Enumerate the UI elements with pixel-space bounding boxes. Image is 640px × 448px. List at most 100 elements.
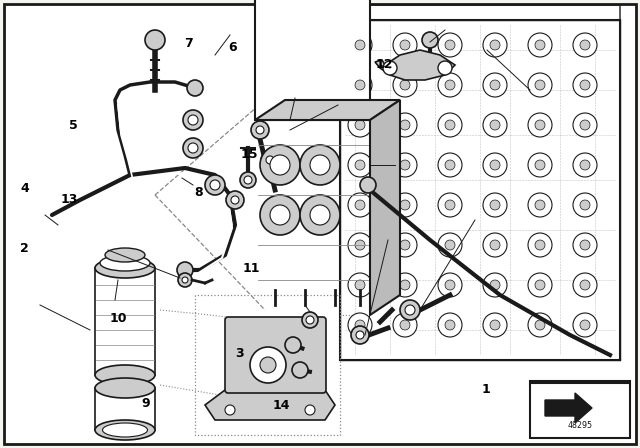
- Circle shape: [182, 277, 188, 283]
- Circle shape: [490, 280, 500, 290]
- Circle shape: [183, 138, 203, 158]
- Circle shape: [225, 405, 235, 415]
- Circle shape: [348, 193, 372, 217]
- Circle shape: [490, 40, 500, 50]
- Circle shape: [580, 160, 590, 170]
- Circle shape: [183, 110, 203, 130]
- Circle shape: [580, 280, 590, 290]
- Circle shape: [400, 160, 410, 170]
- Circle shape: [535, 120, 545, 130]
- Circle shape: [490, 80, 500, 90]
- Circle shape: [302, 312, 318, 328]
- Circle shape: [405, 305, 415, 315]
- Circle shape: [573, 153, 597, 177]
- Ellipse shape: [105, 248, 145, 262]
- Text: 48295: 48295: [568, 421, 593, 430]
- Circle shape: [438, 313, 462, 337]
- Circle shape: [445, 280, 455, 290]
- Polygon shape: [370, 100, 400, 315]
- Polygon shape: [95, 268, 155, 375]
- Circle shape: [400, 200, 410, 210]
- Circle shape: [483, 313, 507, 337]
- Text: 7: 7: [184, 37, 193, 51]
- Circle shape: [351, 326, 369, 344]
- Circle shape: [145, 30, 165, 50]
- Text: 15: 15: [241, 148, 259, 161]
- Circle shape: [528, 33, 552, 57]
- Text: 1: 1: [482, 383, 491, 396]
- Circle shape: [178, 273, 192, 287]
- Circle shape: [356, 331, 364, 339]
- Circle shape: [300, 145, 340, 185]
- Circle shape: [260, 357, 276, 373]
- Circle shape: [360, 177, 376, 193]
- Circle shape: [483, 193, 507, 217]
- Circle shape: [400, 120, 410, 130]
- Circle shape: [445, 320, 455, 330]
- Ellipse shape: [95, 365, 155, 385]
- Circle shape: [573, 313, 597, 337]
- Polygon shape: [545, 393, 592, 423]
- Circle shape: [483, 233, 507, 257]
- Circle shape: [490, 320, 500, 330]
- Circle shape: [260, 145, 300, 185]
- Bar: [255, 0, 370, 120]
- Text: 14: 14: [273, 399, 291, 412]
- Circle shape: [393, 233, 417, 257]
- Circle shape: [355, 320, 365, 330]
- Text: 8: 8: [194, 186, 203, 199]
- Circle shape: [292, 362, 308, 378]
- Circle shape: [400, 320, 410, 330]
- Circle shape: [580, 80, 590, 90]
- Circle shape: [355, 80, 365, 90]
- Circle shape: [393, 153, 417, 177]
- Circle shape: [573, 233, 597, 257]
- Circle shape: [285, 337, 301, 353]
- Circle shape: [535, 280, 545, 290]
- Circle shape: [483, 273, 507, 297]
- Text: 9: 9: [141, 396, 150, 410]
- Circle shape: [438, 61, 452, 75]
- Circle shape: [348, 73, 372, 97]
- Text: 4: 4: [20, 181, 29, 195]
- Circle shape: [438, 153, 462, 177]
- Circle shape: [528, 73, 552, 97]
- FancyBboxPatch shape: [225, 317, 326, 393]
- Polygon shape: [255, 100, 400, 120]
- Circle shape: [305, 405, 315, 415]
- Circle shape: [188, 143, 198, 153]
- Circle shape: [250, 347, 286, 383]
- Circle shape: [528, 153, 552, 177]
- Ellipse shape: [95, 420, 155, 440]
- Text: 2: 2: [20, 242, 29, 255]
- Circle shape: [528, 113, 552, 137]
- Circle shape: [348, 233, 372, 257]
- Circle shape: [580, 120, 590, 130]
- Ellipse shape: [95, 258, 155, 278]
- Circle shape: [445, 80, 455, 90]
- Circle shape: [483, 113, 507, 137]
- Circle shape: [400, 300, 420, 320]
- Circle shape: [445, 240, 455, 250]
- Circle shape: [310, 155, 330, 175]
- Circle shape: [535, 160, 545, 170]
- Circle shape: [573, 113, 597, 137]
- Ellipse shape: [100, 255, 150, 271]
- Circle shape: [187, 80, 203, 96]
- Circle shape: [438, 73, 462, 97]
- Circle shape: [348, 153, 372, 177]
- Circle shape: [355, 120, 365, 130]
- Circle shape: [393, 193, 417, 217]
- Circle shape: [310, 205, 330, 225]
- Text: 6: 6: [228, 40, 237, 54]
- Text: 3: 3: [236, 347, 244, 361]
- Circle shape: [438, 233, 462, 257]
- Circle shape: [400, 280, 410, 290]
- Circle shape: [393, 33, 417, 57]
- Circle shape: [535, 240, 545, 250]
- Circle shape: [573, 273, 597, 297]
- Circle shape: [348, 33, 372, 57]
- Ellipse shape: [102, 423, 147, 437]
- Circle shape: [528, 193, 552, 217]
- Circle shape: [300, 195, 340, 235]
